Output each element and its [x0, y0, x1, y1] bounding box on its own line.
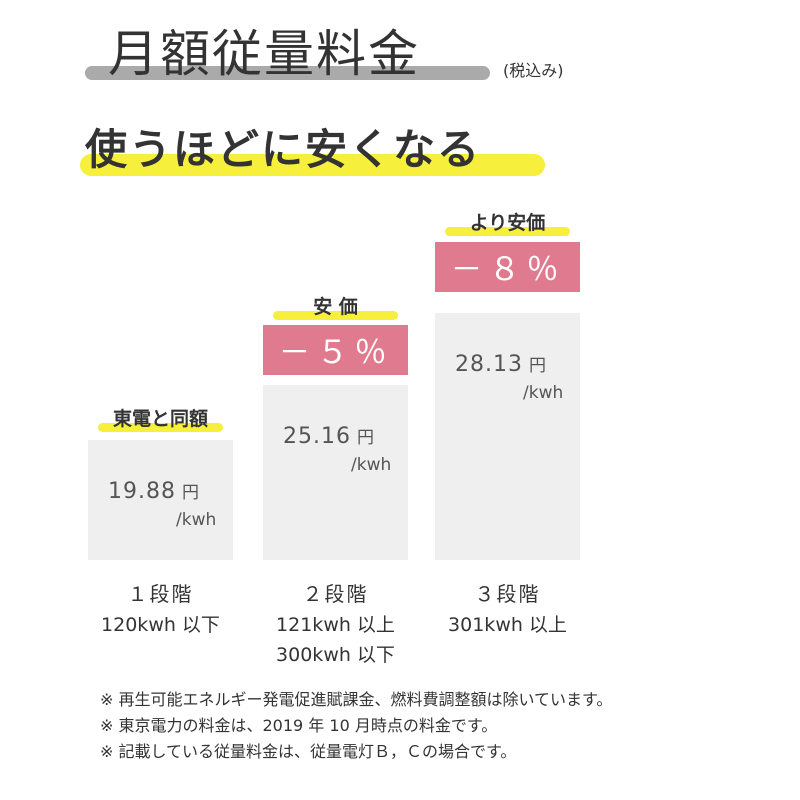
- stage: ３段階: [474, 582, 541, 606]
- tier-label: より安価: [469, 212, 546, 234]
- tier-label: 安 価: [313, 296, 358, 318]
- tier-box: [435, 313, 580, 560]
- tax-note: (税込み): [503, 61, 564, 80]
- stage: １段階: [127, 582, 194, 606]
- range: 121kwh 以上: [276, 614, 395, 636]
- tier-label: 東電と同額: [112, 408, 208, 430]
- price: 28.13 円: [455, 352, 547, 377]
- title-underline: [85, 66, 490, 80]
- tier-box: [263, 385, 408, 560]
- per-unit: /kwh: [176, 510, 217, 530]
- per-unit: /kwh: [523, 383, 564, 403]
- price: 19.88 円: [108, 479, 200, 504]
- range: 301kwh 以上: [448, 614, 567, 636]
- note: ※ 東京電力の料金は、2019 年 10 月時点の料金です。: [100, 716, 498, 735]
- discount-box: －８％: [435, 242, 580, 292]
- per-unit: /kwh: [351, 455, 392, 475]
- label-highlight: [445, 227, 570, 236]
- price-unit: 円: [181, 483, 200, 503]
- title: 月額従量料金: [108, 25, 420, 83]
- discount-box: －５％: [263, 325, 408, 375]
- range: 300kwh 以下: [276, 644, 395, 666]
- label-highlight: [273, 311, 398, 320]
- label-highlight: [98, 423, 223, 432]
- price: 25.16 円: [283, 424, 375, 449]
- headline-highlight: [80, 154, 545, 176]
- range: 120kwh 以下: [101, 614, 220, 636]
- tier-box: [88, 440, 233, 560]
- stage: ２段階: [302, 582, 369, 606]
- price-unit: 円: [528, 356, 547, 376]
- headline: 使うほどに安くなる: [85, 125, 482, 174]
- price-unit: 円: [356, 428, 375, 448]
- note: ※ 記載している従量料金は、従量電灯Ｂ，Ｃの場合です。: [100, 742, 517, 761]
- note: ※ 再生可能エネルギー発電促進賦課金、燃料費調整額は除いています。: [100, 690, 613, 709]
